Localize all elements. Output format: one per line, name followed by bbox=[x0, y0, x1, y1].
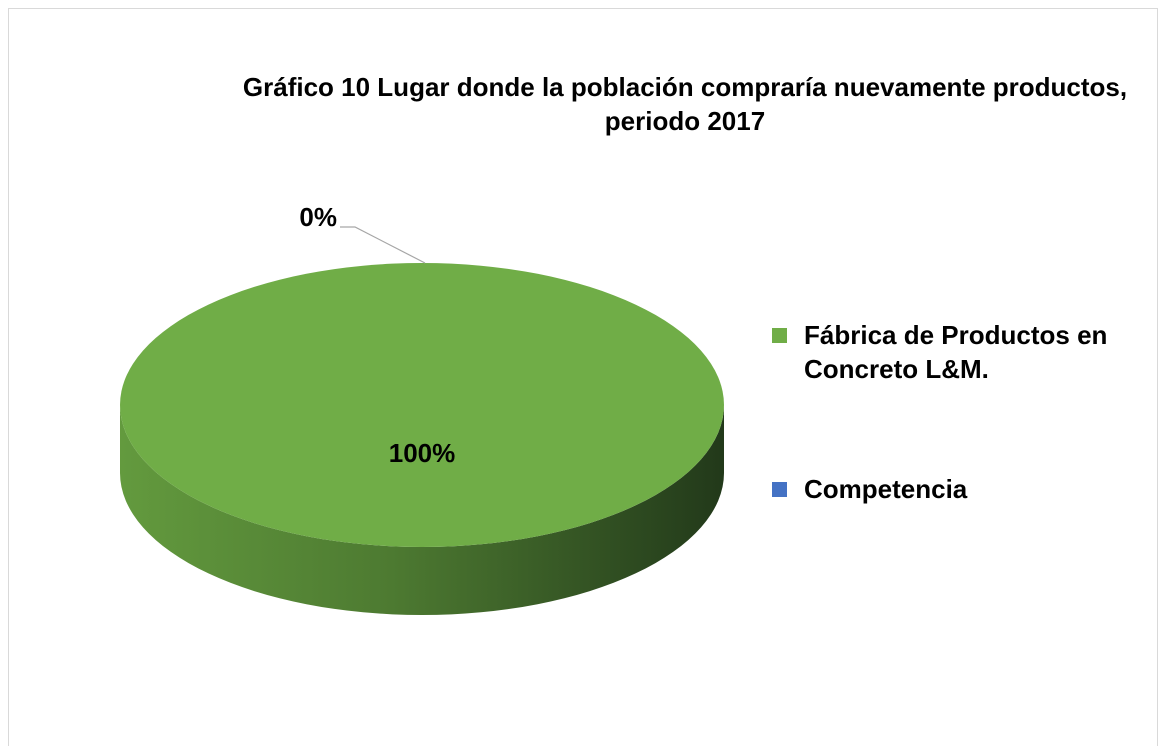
data-label: 0% bbox=[299, 202, 337, 232]
data-label: 100% bbox=[389, 438, 456, 468]
pie-slice bbox=[120, 263, 724, 547]
legend-label: Fábrica de Productos en Concreto L&M. bbox=[804, 320, 1108, 384]
leader-line bbox=[340, 226, 426, 264]
legend-marker bbox=[772, 482, 787, 497]
legend-marker bbox=[772, 328, 787, 343]
chart-border bbox=[8, 8, 1158, 746]
chart-title: Gráfico 10 Lugar donde la población comp… bbox=[242, 72, 1128, 136]
legend-label: Competencia bbox=[804, 474, 968, 504]
pie-slice-side bbox=[120, 405, 724, 615]
